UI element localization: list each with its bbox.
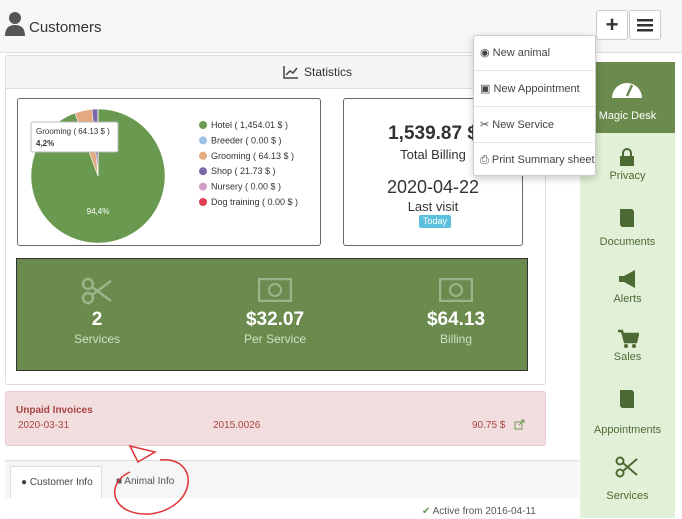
summary-value: $32.07 [245, 309, 305, 330]
legend-label: Dog training ( 0.00 $ ) [211, 197, 298, 207]
tooltip-value: 4,2% [36, 139, 54, 148]
legend-label: Breeder ( 0.00 $ ) [211, 135, 282, 145]
slice-label: 94,4% [87, 207, 110, 216]
menu-item[interactable]: ▣ New Appointment [480, 83, 580, 95]
summary-label: Services [73, 332, 120, 346]
badge: Today [419, 215, 451, 228]
menu-item[interactable]: ◉ New animal [480, 47, 551, 59]
cart-icon [618, 329, 639, 348]
summary-box: 2 Services $32.07 Per Service $64.13 Bil… [16, 258, 528, 371]
legend-dot [199, 136, 207, 145]
invoices-panel: Unpaid Invoices 2020-03-31 2015.0026 90.… [5, 391, 546, 446]
dropdown-menu: ◉ New animal ▣ New Appointment ✂ New Ser… [473, 35, 596, 176]
legend-dot [199, 151, 207, 160]
tab-label: ● Customer Info [21, 477, 93, 488]
chart-icon [283, 66, 298, 79]
legend-dot [199, 198, 207, 206]
menu-text: New animal [492, 47, 551, 59]
annotation [114, 444, 189, 515]
invoice-number: 2015.0026 [213, 420, 261, 431]
book-icon [620, 209, 634, 227]
summary-label: Billing [439, 332, 472, 346]
summary-value: $64.13 [426, 309, 486, 330]
tooltip-title: Grooming ( 64.13 $ ) [36, 127, 110, 136]
status: ✔ Active from 2016-04-11 [422, 506, 536, 517]
top-bar [0, 0, 682, 53]
money-icon [258, 278, 292, 302]
sidebar-item[interactable]: Privacy [609, 170, 646, 182]
legend-label: Hotel ( 1,454.01 $ ) [211, 120, 288, 130]
total-billing: 1,539.87 $ [388, 123, 478, 144]
menu-text: Print Summary sheet [491, 154, 595, 166]
tab-content [0, 498, 579, 518]
last-visit-label: Last visit [407, 199, 459, 214]
invoice-date: 2020-03-31 [18, 420, 70, 431]
megaphone-icon [619, 270, 635, 288]
scissors-icon [81, 277, 112, 305]
tab-active[interactable]: ● Customer Info [10, 466, 102, 499]
summary-label: Per Service [243, 332, 307, 346]
external-link[interactable] [514, 419, 525, 430]
legend-dot [199, 121, 207, 129]
sidebar-item[interactable]: Magic Desk [598, 110, 657, 122]
total-billing-label: Total Billing [400, 147, 466, 162]
summary-value: 2 [91, 309, 103, 330]
invoice-amount: 90.75 $ [472, 420, 506, 431]
money-icon [439, 278, 473, 302]
legend-dot [199, 167, 207, 176]
page-title: Customers [29, 19, 102, 36]
legend-dot [199, 182, 207, 191]
status-text: Active from 2016-04-11 [432, 506, 536, 517]
menu-text: New Service [492, 119, 555, 131]
invoices-title: Unpaid Invoices [16, 405, 93, 416]
legend-label: Grooming ( 64.13 $ ) [211, 151, 294, 161]
book-icon [620, 390, 634, 408]
panel-title: Statistics [304, 65, 353, 79]
sidebar: Magic Desk Privacy Documents Alerts Sale… [580, 62, 675, 518]
menu-text: New Appointment [493, 83, 580, 95]
menu-item[interactable]: ⎙ Print Summary sheet [480, 154, 595, 166]
menu-item[interactable]: ✂ New Service [480, 119, 555, 131]
sidebar-item[interactable]: Services [606, 490, 649, 502]
user-icon [5, 12, 25, 36]
lock-icon [620, 148, 634, 166]
sidebar-item[interactable]: Documents [599, 236, 656, 248]
scissors-icon [615, 456, 638, 478]
sidebar-item[interactable]: Alerts [613, 293, 642, 305]
panel-header [6, 56, 544, 89]
pie-box: 94,4% Hotel ( 1,454.01 $ ) Breeder ( 0.00 … [17, 98, 321, 246]
sidebar-item[interactable]: Appointments [593, 424, 662, 436]
menu-button[interactable] [629, 10, 661, 40]
tab-text: Customer Info [29, 477, 93, 488]
tab-text: Animal Info [124, 476, 175, 487]
legend-label: Shop ( 21.73 $ ) [211, 166, 276, 176]
legend-label: Nursery ( 0.00 $ ) [211, 182, 281, 192]
sidebar-item[interactable]: Sales [613, 351, 642, 363]
gauge-icon [612, 83, 642, 98]
tooltip-box [30, 121, 119, 153]
add-button[interactable]: + [596, 10, 628, 40]
pie-chart: 94,4% Hotel ( 1,454.01 $ ) Breeder ( 0.00 … [30, 108, 298, 244]
last-visit: 2020-04-22 [386, 177, 480, 197]
